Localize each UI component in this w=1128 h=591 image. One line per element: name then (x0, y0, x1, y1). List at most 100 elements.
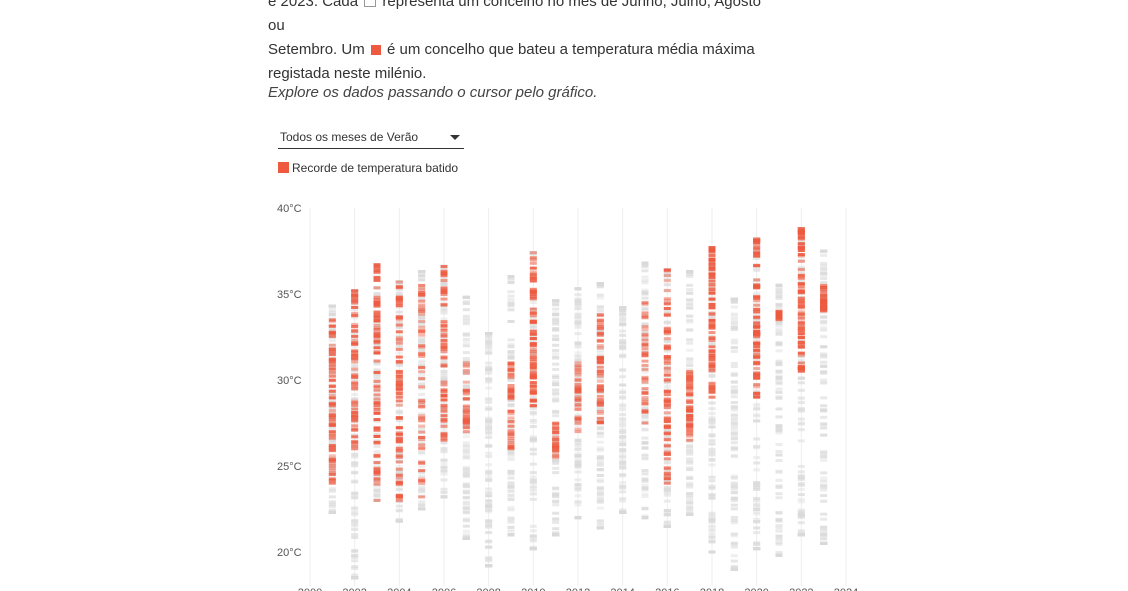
concelho-mark[interactable] (686, 338, 694, 342)
record-mark[interactable] (395, 330, 403, 334)
concelho-mark[interactable] (820, 396, 828, 400)
record-mark[interactable] (797, 253, 805, 257)
concelho-mark[interactable] (753, 541, 761, 545)
record-mark[interactable] (462, 408, 470, 412)
record-mark[interactable] (686, 400, 694, 404)
record-mark[interactable] (797, 330, 805, 334)
concelho-mark[interactable] (440, 412, 448, 416)
record-mark[interactable] (395, 338, 403, 342)
record-mark[interactable] (797, 345, 805, 349)
concelho-mark[interactable] (708, 535, 716, 539)
concelho-mark[interactable] (485, 564, 493, 568)
concelho-mark[interactable] (730, 328, 738, 332)
record-mark[interactable] (328, 478, 336, 482)
concelho-mark[interactable] (418, 306, 426, 310)
concelho-mark[interactable] (574, 313, 582, 317)
record-mark[interactable] (373, 403, 381, 407)
record-mark[interactable] (351, 353, 359, 357)
concelho-mark[interactable] (775, 551, 783, 555)
record-mark[interactable] (708, 289, 716, 293)
concelho-mark[interactable] (418, 387, 426, 391)
record-mark[interactable] (529, 266, 537, 270)
concelho-mark[interactable] (462, 534, 470, 538)
concelho-mark[interactable] (574, 293, 582, 297)
record-mark[interactable] (663, 457, 671, 461)
record-mark[interactable] (753, 335, 761, 339)
record-mark[interactable] (820, 296, 828, 300)
concelho-mark[interactable] (552, 503, 560, 507)
concelho-mark[interactable] (507, 489, 515, 493)
concelho-mark[interactable] (820, 433, 828, 437)
record-mark[interactable] (440, 417, 448, 421)
record-mark[interactable] (395, 395, 403, 399)
record-mark[interactable] (373, 393, 381, 397)
record-mark[interactable] (328, 343, 336, 347)
record-mark[interactable] (328, 430, 336, 434)
concelho-mark[interactable] (485, 564, 493, 568)
concelho-mark[interactable] (686, 371, 694, 375)
record-mark[interactable] (552, 422, 560, 426)
concelho-mark[interactable] (641, 397, 649, 401)
record-mark[interactable] (529, 391, 537, 395)
concelho-mark[interactable] (529, 335, 537, 339)
record-mark[interactable] (328, 389, 336, 393)
concelho-mark[interactable] (462, 300, 470, 304)
record-mark[interactable] (462, 405, 470, 409)
concelho-mark[interactable] (552, 533, 560, 537)
concelho-mark[interactable] (351, 576, 359, 580)
record-mark[interactable] (507, 432, 515, 436)
concelho-mark[interactable] (485, 365, 493, 369)
concelho-mark[interactable] (351, 554, 359, 558)
concelho-mark[interactable] (507, 469, 515, 473)
concelho-mark[interactable] (485, 564, 493, 568)
record-mark[interactable] (328, 436, 336, 440)
concelho-mark[interactable] (797, 529, 805, 533)
concelho-mark[interactable] (820, 479, 828, 483)
record-mark[interactable] (507, 424, 515, 428)
concelho-mark[interactable] (596, 526, 604, 530)
record-mark[interactable] (440, 424, 448, 428)
concelho-mark[interactable] (552, 409, 560, 413)
record-mark[interactable] (351, 329, 359, 333)
concelho-mark[interactable] (529, 410, 537, 414)
concelho-mark[interactable] (574, 516, 582, 520)
concelho-mark[interactable] (619, 383, 627, 387)
concelho-mark[interactable] (775, 459, 783, 463)
record-mark[interactable] (351, 322, 359, 326)
record-mark[interactable] (797, 366, 805, 370)
concelho-mark[interactable] (462, 317, 470, 321)
concelho-mark[interactable] (619, 429, 627, 433)
record-mark[interactable] (753, 307, 761, 311)
record-mark[interactable] (328, 364, 336, 368)
record-mark[interactable] (775, 310, 783, 314)
record-mark[interactable] (775, 318, 783, 322)
record-mark[interactable] (418, 354, 426, 358)
concelho-mark[interactable] (619, 389, 627, 393)
record-mark[interactable] (373, 346, 381, 350)
concelho-mark[interactable] (552, 486, 560, 490)
concelho-mark[interactable] (686, 395, 694, 399)
concelho-mark[interactable] (797, 381, 805, 385)
concelho-mark[interactable] (351, 331, 359, 335)
concelho-mark[interactable] (574, 503, 582, 507)
concelho-mark[interactable] (351, 508, 359, 512)
concelho-mark[interactable] (440, 458, 448, 462)
record-mark[interactable] (641, 421, 649, 425)
record-mark[interactable] (663, 361, 671, 365)
concelho-mark[interactable] (686, 460, 694, 464)
record-mark[interactable] (708, 291, 716, 295)
concelho-mark[interactable] (663, 520, 671, 524)
concelho-mark[interactable] (686, 360, 694, 364)
record-mark[interactable] (328, 319, 336, 323)
record-mark[interactable] (351, 298, 359, 302)
record-mark[interactable] (797, 242, 805, 246)
concelho-mark[interactable] (775, 395, 783, 399)
concelho-mark[interactable] (820, 273, 828, 277)
record-mark[interactable] (663, 419, 671, 423)
record-mark[interactable] (574, 363, 582, 367)
record-mark[interactable] (641, 395, 649, 399)
record-mark[interactable] (462, 380, 470, 384)
concelho-mark[interactable] (351, 573, 359, 577)
record-mark[interactable] (440, 274, 448, 278)
concelho-mark[interactable] (552, 493, 560, 497)
